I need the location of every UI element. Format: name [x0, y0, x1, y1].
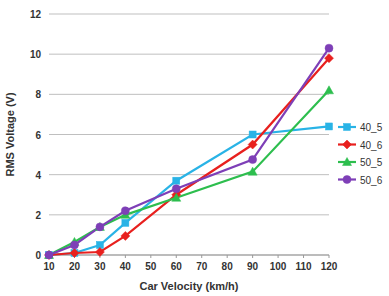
- y-tick-label: 4: [35, 170, 41, 181]
- point-marker: [249, 131, 256, 138]
- chart: 0 2 4 6 8 10 12 10 20 30 40 50 60 70 80 90 100 110 120 Car …: [0, 0, 389, 296]
- grid-line: [49, 94, 329, 95]
- point-marker: [248, 167, 257, 175]
- y-tick-label: 12: [30, 9, 42, 20]
- point-marker: [172, 193, 181, 201]
- x-tick-label: 40: [120, 261, 132, 272]
- legend-marker: [343, 158, 352, 166]
- x-tick-label: 20: [69, 261, 81, 272]
- x-tick-label: 100: [270, 261, 287, 272]
- x-axis-label: Car Velocity (km/h): [139, 280, 238, 292]
- point-marker: [122, 219, 129, 226]
- y-axis-label: RMS Voltage (V): [4, 92, 16, 176]
- x-tick: [176, 255, 177, 258]
- point-marker: [70, 248, 79, 257]
- plot-area: [45, 44, 334, 259]
- x-tick-label: 60: [171, 261, 183, 272]
- point-marker: [248, 140, 257, 149]
- x-tick-label: 80: [222, 261, 234, 272]
- point-marker: [96, 223, 104, 231]
- y-tick-label: 2: [35, 210, 41, 221]
- y-tick-label: 8: [35, 89, 41, 100]
- legend-marker: [343, 176, 351, 184]
- x-tick: [150, 255, 151, 258]
- grid-line: [49, 214, 329, 215]
- point-marker: [71, 249, 78, 256]
- series-line: [49, 126, 329, 255]
- point-marker: [95, 247, 104, 256]
- x-tick: [227, 255, 228, 258]
- point-marker: [121, 231, 130, 240]
- grid-line: [49, 14, 329, 15]
- y-tick-label: 0: [35, 250, 41, 261]
- point-marker: [45, 251, 54, 260]
- x-tick: [329, 255, 330, 258]
- point-marker: [45, 251, 54, 259]
- legend-marker: [343, 140, 352, 149]
- x-tick-label: 90: [247, 261, 259, 272]
- series-line: [49, 48, 329, 255]
- x-tick: [125, 255, 126, 258]
- point-marker: [325, 44, 333, 52]
- legend-label: 50_5: [360, 157, 383, 168]
- point-marker: [326, 123, 333, 130]
- point-marker: [249, 156, 257, 164]
- legend: 40_5 40_6 50_5 50_6: [338, 122, 383, 186]
- point-marker: [173, 177, 180, 184]
- x-tick: [303, 255, 304, 258]
- x-tick-label: 70: [196, 261, 208, 272]
- legend-label: 40_5: [360, 122, 383, 133]
- point-marker: [45, 251, 53, 259]
- grid-line: [49, 174, 329, 175]
- y-tick-label: 10: [30, 49, 42, 60]
- y-tick-label: 6: [35, 130, 41, 141]
- point-marker: [325, 86, 334, 94]
- x-tick-label: 30: [94, 261, 106, 272]
- point-marker: [70, 241, 78, 249]
- series-line: [49, 90, 329, 255]
- legend-marker: [344, 124, 351, 131]
- legend-label: 50_6: [360, 175, 383, 186]
- x-tick: [201, 255, 202, 258]
- grid-line: [49, 255, 329, 256]
- x-tick-label: 110: [295, 261, 312, 272]
- x-tick-label: 50: [145, 261, 157, 272]
- point-marker: [95, 222, 104, 230]
- legend-label: 40_6: [360, 140, 383, 151]
- x-tick-label: 10: [43, 261, 55, 272]
- x-tick: [252, 255, 253, 258]
- point-marker: [46, 252, 53, 259]
- x-axis-line: [49, 255, 329, 256]
- series-line: [49, 58, 329, 255]
- point-marker: [121, 207, 129, 215]
- grid-line: [49, 54, 329, 55]
- point-marker: [325, 54, 334, 63]
- point-marker: [172, 185, 180, 193]
- x-tick-label: 120: [321, 261, 338, 272]
- x-tick: [278, 255, 279, 258]
